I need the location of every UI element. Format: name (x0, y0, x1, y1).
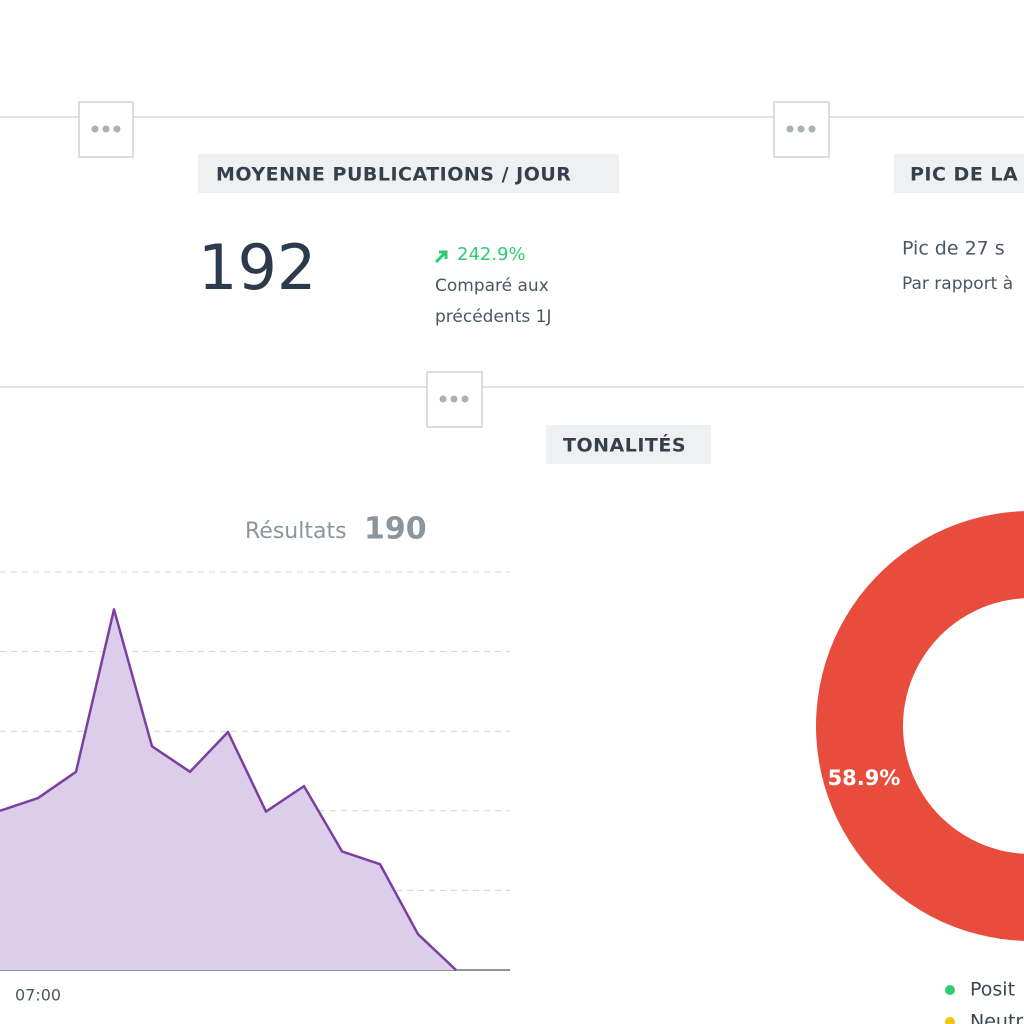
kpi-comparison: Comparé aux (435, 276, 549, 296)
kpi-comparison: précédents 1J (435, 307, 551, 327)
peak-text: Pic de 27 s (902, 238, 1005, 260)
donut-segment (816, 511, 1024, 941)
menu-button[interactable] (426, 371, 483, 428)
legend-label: Neutr (970, 1011, 1023, 1024)
peak-text: Par rapport à (902, 274, 1013, 294)
area (0, 609, 456, 970)
up-arrow (434, 250, 448, 264)
menu-button[interactable] (78, 101, 134, 158)
header-bg (546, 425, 711, 464)
legend-marker (945, 1017, 955, 1024)
results-label: Résultats (245, 519, 347, 544)
legend-marker (945, 985, 955, 995)
kpi-change: 242.9% (457, 244, 526, 265)
section-title: TONALITÉS (563, 434, 686, 457)
results-value: 190 (364, 512, 427, 547)
x-tick-label: 07:00 (15, 986, 61, 1005)
data-label: 58.9% (828, 766, 901, 790)
kpi-title: MOYENNE PUBLICATIONS / JOUR (216, 164, 571, 186)
header-bg (894, 154, 1024, 193)
kpi-value: 192 (198, 231, 316, 304)
header-bg (198, 154, 619, 193)
menu-button[interactable] (773, 101, 830, 158)
peak-title: PIC DE LA (910, 164, 1018, 186)
legend-label: Posit (970, 979, 1015, 1001)
line (0, 608, 457, 971)
